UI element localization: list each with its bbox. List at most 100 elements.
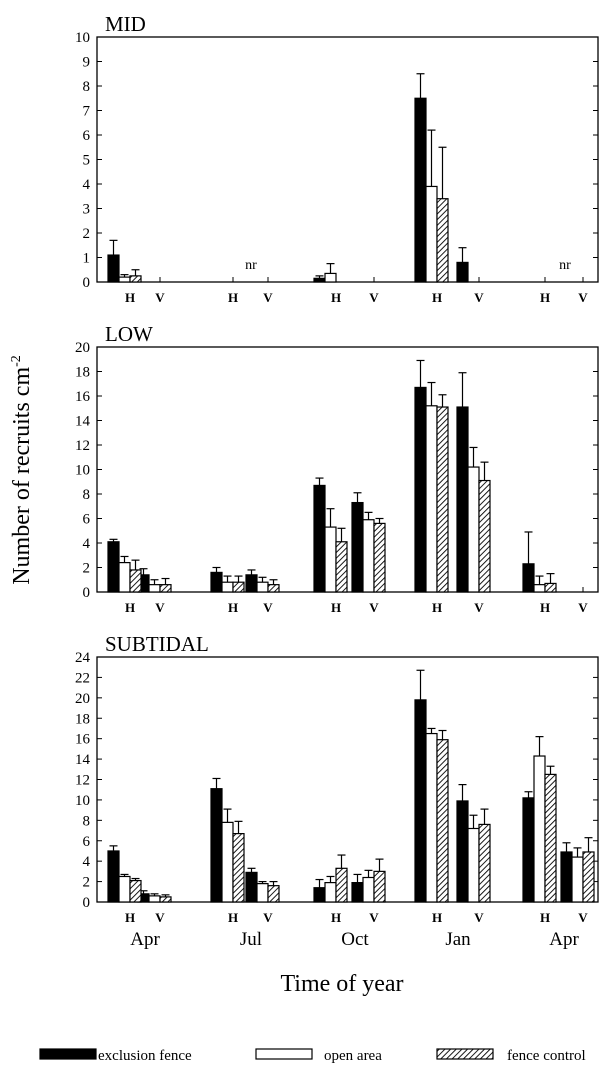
y-tick-label: 4 [83, 177, 91, 193]
x-subgroup-label: V [474, 290, 484, 305]
y-tick-label: 6 [83, 128, 91, 144]
x-subgroup-label: V [369, 910, 379, 925]
x-subgroup-label: H [125, 600, 135, 615]
bar-fence-control [373, 870, 386, 903]
panel-title: MID [105, 12, 146, 36]
legend-swatch [39, 1048, 97, 1060]
y-tick-label: 7 [83, 104, 91, 120]
x-subgroup-label: H [228, 910, 238, 925]
bar-fence-control [436, 406, 449, 593]
x-subgroup-label: V [578, 600, 588, 615]
x-subgroup-label: V [578, 290, 588, 305]
y-tick-label: 2 [83, 561, 91, 577]
panel-title: LOW [105, 322, 153, 346]
bar-exclusion-fence [560, 851, 573, 903]
bar-fence-control [582, 851, 595, 903]
bar-fence-control [159, 584, 172, 593]
bar-fence-control [373, 522, 386, 593]
bar-exclusion-fence [210, 571, 223, 593]
x-month-label: Apr [130, 929, 160, 950]
panel-mid: MID 0 1 2 3 4 5 6 7 8 9 10 H V H V H V H V H Vnr nr [75, 12, 599, 305]
bar-fence-control [232, 833, 245, 903]
bar-fence-control [544, 582, 557, 593]
y-tick-label: 0 [83, 585, 91, 601]
bar-open-area [467, 827, 480, 903]
x-subgroup-label: V [369, 290, 379, 305]
y-tick-label: 3 [83, 202, 91, 218]
y-tick-label: 6 [83, 834, 91, 850]
x-subgroup-label: H [331, 600, 341, 615]
bar-exclusion-fence [313, 887, 326, 903]
bar-fence-control [232, 581, 245, 593]
month-labels: Apr Jul Oct Jan Apr [130, 929, 579, 950]
bar-fence-control [267, 584, 280, 593]
bar-exclusion-fence [313, 277, 326, 283]
x-axis-label: Time of year [280, 971, 403, 997]
bar-fence-control [335, 867, 348, 903]
x-subgroup-label: V [155, 600, 165, 615]
x-subgroup-label: V [578, 910, 588, 925]
bar-exclusion-fence [456, 261, 469, 283]
y-tick-label: 5 [83, 153, 91, 169]
y-tick-label: 22 [75, 670, 90, 686]
x-subgroup-label: V [155, 290, 165, 305]
panel-frame [96, 36, 599, 283]
legend-swatch [255, 1048, 313, 1060]
x-month-label: Jan [445, 929, 471, 950]
bar-open-area [118, 875, 131, 903]
legend-item-open-area: open area [255, 1048, 382, 1064]
bar-fence-control [544, 773, 557, 903]
x-subgroup-label: H [432, 290, 442, 305]
bar-fence-control [267, 885, 280, 903]
y-tick-label: 18 [75, 711, 90, 727]
y-tick-label: 16 [75, 389, 91, 405]
bar-fence-control [478, 479, 491, 593]
bar-exclusion-fence [456, 406, 469, 593]
x-month-label: Jul [240, 929, 262, 950]
y-tick-label: 2 [83, 875, 91, 891]
bar-exclusion-fence [456, 800, 469, 903]
y-tick-label: 6 [83, 512, 91, 528]
bar-fence-control [129, 879, 142, 903]
x-subgroup-label: H [540, 290, 550, 305]
x-subgroup-label: V [263, 600, 273, 615]
y-tick-label: 8 [83, 813, 91, 829]
bar-open-area [148, 895, 161, 903]
bar-open-area [118, 561, 131, 593]
y-tick-label: 9 [83, 55, 91, 71]
bar-open-area [256, 883, 269, 903]
y-tick-label: 14 [75, 414, 91, 430]
x-subgroup-label: H [432, 910, 442, 925]
x-subgroup-label: H [228, 600, 238, 615]
x-subgroup-label: H [540, 600, 550, 615]
bar-open-area [324, 526, 337, 593]
y-tick-label: 4 [83, 536, 91, 552]
panel-low: LOW 0 2 4 6 8 10 12 14 16 18 20 H V H V H V H V H V [75, 322, 599, 615]
bar-open-area [324, 272, 337, 283]
y-tick-label: 10 [75, 793, 90, 809]
legend-label: open area [324, 1048, 382, 1064]
legend-swatch [436, 1048, 494, 1060]
bar-open-area [425, 185, 438, 283]
bar-open-area [118, 276, 131, 283]
bar-exclusion-fence [522, 797, 535, 903]
x-subgroup-label: V [263, 290, 273, 305]
bar-fence-control [159, 896, 172, 903]
y-tick-label: 0 [83, 895, 91, 911]
legend-label: exclusion fence [98, 1048, 192, 1064]
legend: exclusion fence open area fence control [39, 1048, 586, 1064]
bar-exclusion-fence [210, 788, 223, 903]
bar-exclusion-fence [351, 501, 364, 593]
bar-exclusion-fence [245, 574, 258, 593]
y-tick-label: 12 [75, 773, 90, 789]
x-subgroup-label: H [125, 910, 135, 925]
x-subgroup-label: H [331, 290, 341, 305]
bar-open-area [571, 856, 584, 903]
y-tick-label: 0 [83, 275, 91, 291]
x-subgroup-label: H [125, 290, 135, 305]
y-tick-label: 10 [75, 463, 90, 479]
bar-exclusion-fence [414, 97, 427, 283]
